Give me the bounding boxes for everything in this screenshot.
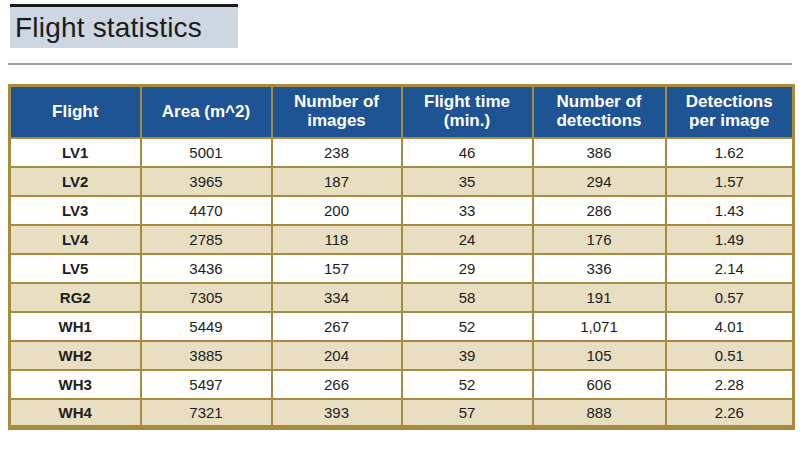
num_detections-cell: 191 [533,283,666,312]
area_m2-cell: 3885 [141,341,272,370]
area_m2-cell: 3965 [141,167,272,196]
flight-cell: LV1 [10,138,141,167]
flight_time_min-cell: 58 [402,283,533,312]
detections_per_image-cell: 1.62 [666,138,794,167]
page: { "page_title": "Flight statistics", "co… [0,0,800,461]
area_m2-cell: 4470 [141,196,272,225]
flight_time_min-cell: 33 [402,196,533,225]
detections_per_image-cell: 0.57 [666,283,794,312]
detections_per_image-cell: 1.57 [666,167,794,196]
num_detections-cell: 286 [533,196,666,225]
flight_time_min-cell: 57 [402,399,533,428]
detections_per_image-cell: 2.28 [666,370,794,399]
num_images-cell: 187 [272,167,402,196]
num_images-cell: 118 [272,225,402,254]
column-header-detections_per_image: Detections per image [666,86,794,138]
flight-cell: WH3 [10,370,141,399]
detections_per_image-cell: 2.14 [666,254,794,283]
num_images-cell: 200 [272,196,402,225]
table-row: LV53436157293362.14 [10,254,794,283]
flight_time_min-cell: 39 [402,341,533,370]
num_detections-cell: 1,071 [533,312,666,341]
num_images-cell: 334 [272,283,402,312]
column-header-area_m2: Area (m^2) [141,86,272,138]
flight-statistics-table: FlightArea (m^2)Number of imagesFlight t… [8,84,795,430]
detections_per_image-cell: 1.43 [666,196,794,225]
detections_per_image-cell: 2.26 [666,399,794,428]
area_m2-cell: 5449 [141,312,272,341]
table-row: LV34470200332861.43 [10,196,794,225]
area_m2-cell: 5001 [141,138,272,167]
flight-cell: WH4 [10,399,141,428]
table-row: WH35497266526062.28 [10,370,794,399]
num_detections-cell: 336 [533,254,666,283]
table-row: WH47321393578882.26 [10,399,794,428]
num_detections-cell: 386 [533,138,666,167]
table-body: LV15001238463861.62LV23965187352941.57LV… [10,138,794,428]
num_images-cell: 157 [272,254,402,283]
num_detections-cell: 888 [533,399,666,428]
horizontal-rule [8,63,792,65]
column-header-num_images: Number of images [272,86,402,138]
page-title: Flight statistics [10,12,202,44]
num_images-cell: 266 [272,370,402,399]
num_detections-cell: 606 [533,370,666,399]
column-header-flight: Flight [10,86,141,138]
flight-cell: WH2 [10,341,141,370]
flight-cell: LV5 [10,254,141,283]
table-header: FlightArea (m^2)Number of imagesFlight t… [10,86,794,138]
detections_per_image-cell: 0.51 [666,341,794,370]
area_m2-cell: 7321 [141,399,272,428]
column-header-flight_time_min: Flight time (min.) [402,86,533,138]
table-row: WH23885204391050.51 [10,341,794,370]
flight_time_min-cell: 52 [402,370,533,399]
flight_time_min-cell: 35 [402,167,533,196]
num_images-cell: 238 [272,138,402,167]
flight-cell: WH1 [10,312,141,341]
num_detections-cell: 176 [533,225,666,254]
num_detections-cell: 294 [533,167,666,196]
title-box: Flight statistics [10,7,238,48]
flight-cell: LV4 [10,225,141,254]
area_m2-cell: 2785 [141,225,272,254]
table-row: WH15449267521,0714.01 [10,312,794,341]
detections_per_image-cell: 4.01 [666,312,794,341]
detections_per_image-cell: 1.49 [666,225,794,254]
table-row: LV42785118241761.49 [10,225,794,254]
flight_time_min-cell: 46 [402,138,533,167]
header-row: FlightArea (m^2)Number of imagesFlight t… [10,86,794,138]
num_images-cell: 204 [272,341,402,370]
column-header-num_detections: Number of detections [533,86,666,138]
figure-title-block: Flight statistics [10,4,238,48]
num_detections-cell: 105 [533,341,666,370]
flight-cell: LV3 [10,196,141,225]
flight_time_min-cell: 29 [402,254,533,283]
area_m2-cell: 5497 [141,370,272,399]
table-row: LV23965187352941.57 [10,167,794,196]
table-row: LV15001238463861.62 [10,138,794,167]
table-row: RG27305334581910.57 [10,283,794,312]
flight_time_min-cell: 52 [402,312,533,341]
flight-cell: RG2 [10,283,141,312]
num_images-cell: 267 [272,312,402,341]
flight-cell: LV2 [10,167,141,196]
num_images-cell: 393 [272,399,402,428]
flight_time_min-cell: 24 [402,225,533,254]
area_m2-cell: 3436 [141,254,272,283]
area_m2-cell: 7305 [141,283,272,312]
